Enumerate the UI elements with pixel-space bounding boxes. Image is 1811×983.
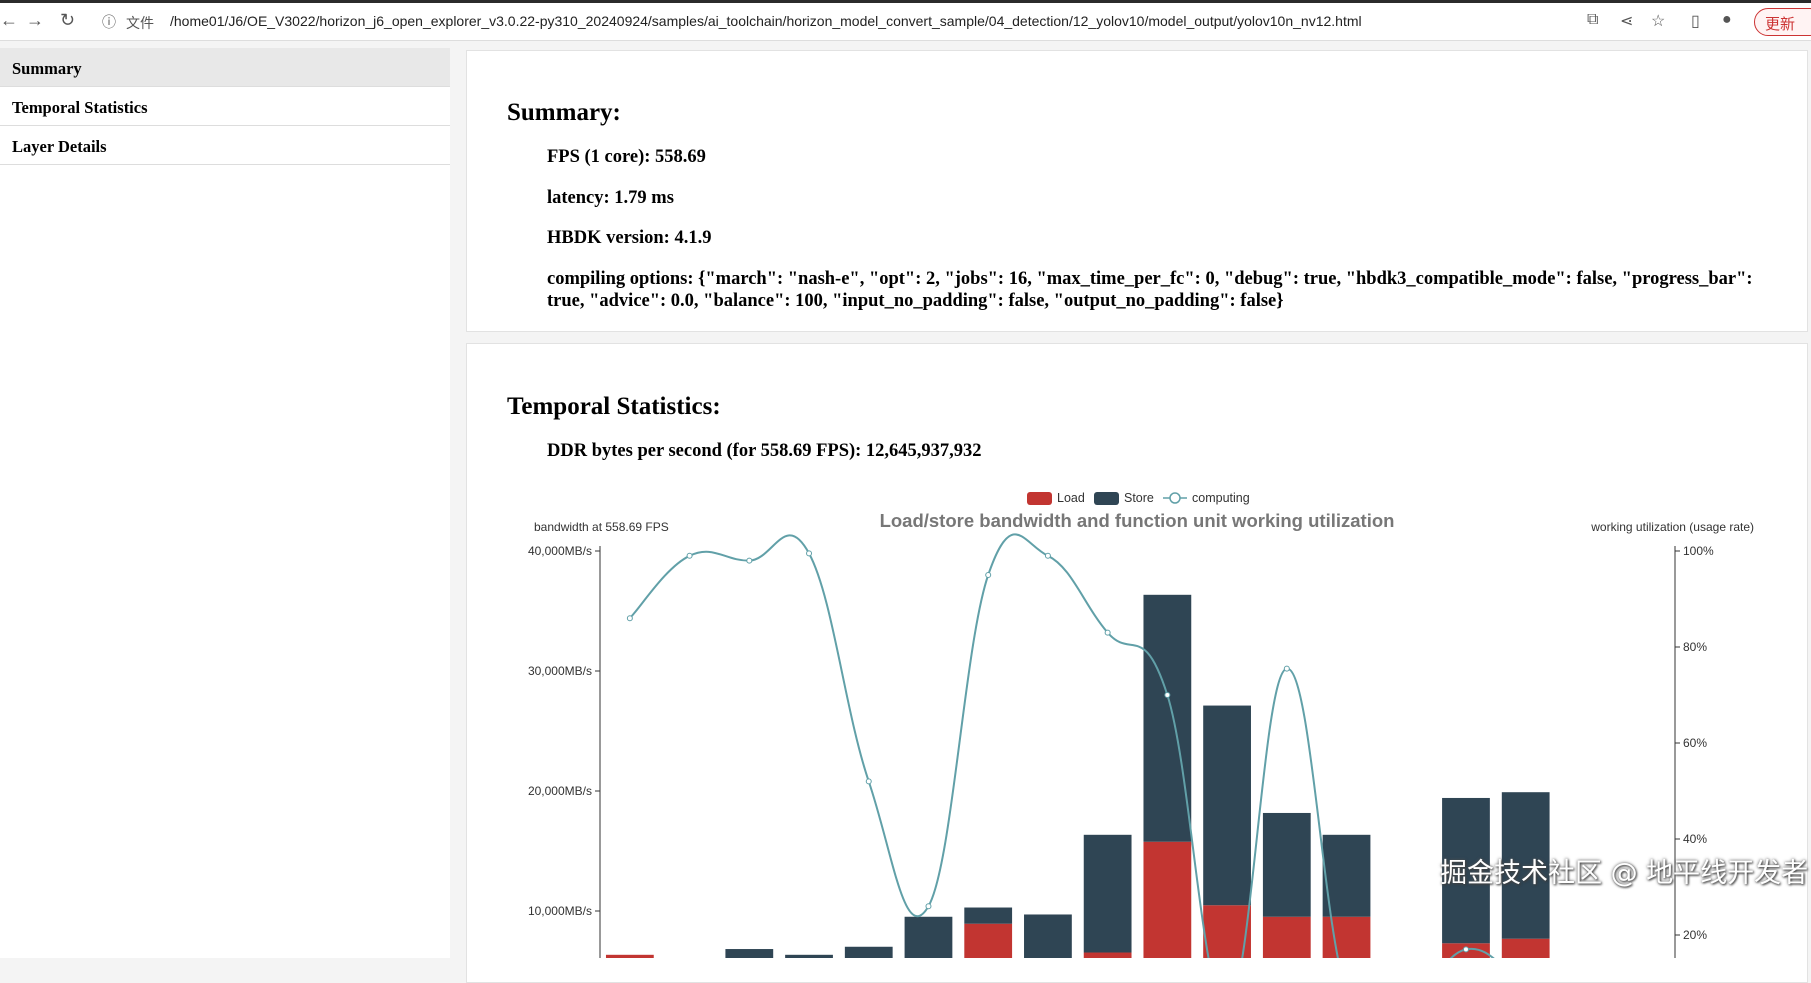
legend-computing-icon[interactable] bbox=[1169, 492, 1181, 504]
legend-computing[interactable]: computing bbox=[1192, 491, 1250, 505]
back-icon[interactable]: ← bbox=[0, 10, 18, 30]
y2-tick-label: 80% bbox=[1683, 640, 1707, 654]
file-label: 文件 bbox=[126, 15, 154, 31]
update-button[interactable]: 更新 bbox=[1754, 8, 1811, 36]
y2-tick-label: 60% bbox=[1683, 736, 1707, 750]
ddr-bytes: DDR bytes per second (for 558.69 FPS): 1… bbox=[547, 441, 982, 461]
bar-store bbox=[725, 949, 774, 958]
y-tick-label: 20,000MB/s bbox=[528, 784, 592, 798]
bar-store bbox=[1262, 812, 1311, 917]
bar-store bbox=[1322, 834, 1371, 917]
summary-heading: Summary: bbox=[507, 99, 621, 126]
bar-store bbox=[964, 907, 1013, 924]
hbdk-version: HBDK version: 4.1.9 bbox=[547, 228, 712, 248]
watermark: 掘金技术社区 @ 地平线开发者 bbox=[1440, 858, 1809, 889]
y2-axis-label: working utilization (usage rate) bbox=[1590, 520, 1754, 534]
legend[interactable]: Load Store computing bbox=[1027, 491, 1250, 505]
legend-store-swatch[interactable] bbox=[1094, 492, 1119, 505]
window-top-strip bbox=[0, 0, 1811, 3]
bar-load bbox=[1501, 938, 1550, 958]
y-tick-label: 30,000MB/s bbox=[528, 664, 592, 678]
computing-line bbox=[629, 533, 1495, 958]
sidebar-item-layer-details[interactable]: Layer Details bbox=[0, 126, 450, 165]
bar-load bbox=[964, 923, 1013, 958]
bar-store bbox=[1143, 594, 1192, 842]
compiling-options: compiling options: {"march": "nash-e", "… bbox=[547, 269, 1753, 311]
computing-point bbox=[626, 615, 633, 622]
address-bar[interactable] bbox=[92, 7, 1672, 37]
sidebar-item-temporal-statistics[interactable]: Temporal Statistics bbox=[0, 87, 450, 126]
temporal-heading: Temporal Statistics: bbox=[507, 393, 721, 420]
computing-point bbox=[865, 778, 872, 785]
bar-load bbox=[1083, 952, 1132, 958]
computing-point bbox=[1104, 629, 1111, 636]
computing-point bbox=[1164, 692, 1171, 698]
info-icon[interactable]: ⓘ bbox=[102, 14, 116, 30]
bar-load bbox=[605, 954, 654, 958]
computing-point bbox=[1044, 552, 1051, 559]
side-panel-icon[interactable]: ▯ bbox=[1691, 13, 1700, 30]
computing-point bbox=[925, 903, 932, 910]
forward-icon[interactable]: → bbox=[26, 10, 44, 30]
y-tick-label: 10,000MB/s bbox=[528, 904, 592, 918]
url-text[interactable]: /home01/J6/OE_V3022/horizon_j6_open_expl… bbox=[170, 13, 1362, 29]
computing-point bbox=[686, 552, 693, 559]
sidebar-item-summary[interactable]: Summary bbox=[0, 48, 450, 87]
computing-point bbox=[806, 550, 813, 557]
legend-store[interactable]: Store bbox=[1124, 491, 1154, 505]
legend-load-swatch[interactable] bbox=[1027, 492, 1052, 505]
bar-store bbox=[1442, 797, 1490, 944]
chart-title: Load/store bandwidth and function unit w… bbox=[880, 510, 1395, 531]
bandwidth-utilization-chart: Load Store computing Load/store bandwidt… bbox=[528, 491, 1754, 958]
bar-store bbox=[1083, 834, 1132, 953]
bar-load bbox=[1262, 916, 1311, 958]
bar-store bbox=[1501, 792, 1550, 939]
y2-tick-label: 20% bbox=[1683, 928, 1707, 942]
bar-store bbox=[1024, 914, 1072, 958]
computing-point bbox=[746, 557, 753, 564]
y-axis-label: bandwidth at 558.69 FPS bbox=[534, 520, 669, 534]
share-icon[interactable]: ⋖ bbox=[1620, 13, 1634, 30]
y2-tick-label: 40% bbox=[1683, 832, 1707, 846]
computing-point bbox=[1283, 665, 1290, 672]
bar-load bbox=[1322, 916, 1371, 958]
computing-point bbox=[985, 572, 992, 578]
bar-store bbox=[844, 946, 893, 958]
y2-tick-label: 100% bbox=[1683, 544, 1714, 558]
computing-point bbox=[1462, 946, 1469, 953]
bar-store bbox=[785, 954, 833, 958]
reload-icon[interactable]: ↻ bbox=[60, 10, 76, 30]
bar-store bbox=[904, 916, 953, 958]
browser-toolbar: ← → ↻ ⓘ 文件 /home01/J6/OE_V3022/horizon_j… bbox=[0, 3, 1811, 41]
bar-store bbox=[1203, 705, 1251, 906]
bar-load bbox=[1143, 841, 1192, 958]
translate-icon[interactable]: ⧉ bbox=[1587, 11, 1599, 28]
sidebar: Summary Temporal Statistics Layer Detail… bbox=[0, 48, 450, 958]
profile-icon[interactable]: ● bbox=[1722, 11, 1732, 28]
temporal-card bbox=[466, 343, 1808, 983]
bookmark-star-icon[interactable]: ☆ bbox=[1651, 13, 1666, 30]
latency-value: latency: 1.79 ms bbox=[547, 188, 674, 208]
legend-load[interactable]: Load bbox=[1057, 491, 1085, 505]
y-tick-label: 40,000MB/s bbox=[528, 544, 592, 558]
fps-value: FPS (1 core): 558.69 bbox=[547, 147, 706, 167]
summary-card bbox=[466, 50, 1808, 332]
